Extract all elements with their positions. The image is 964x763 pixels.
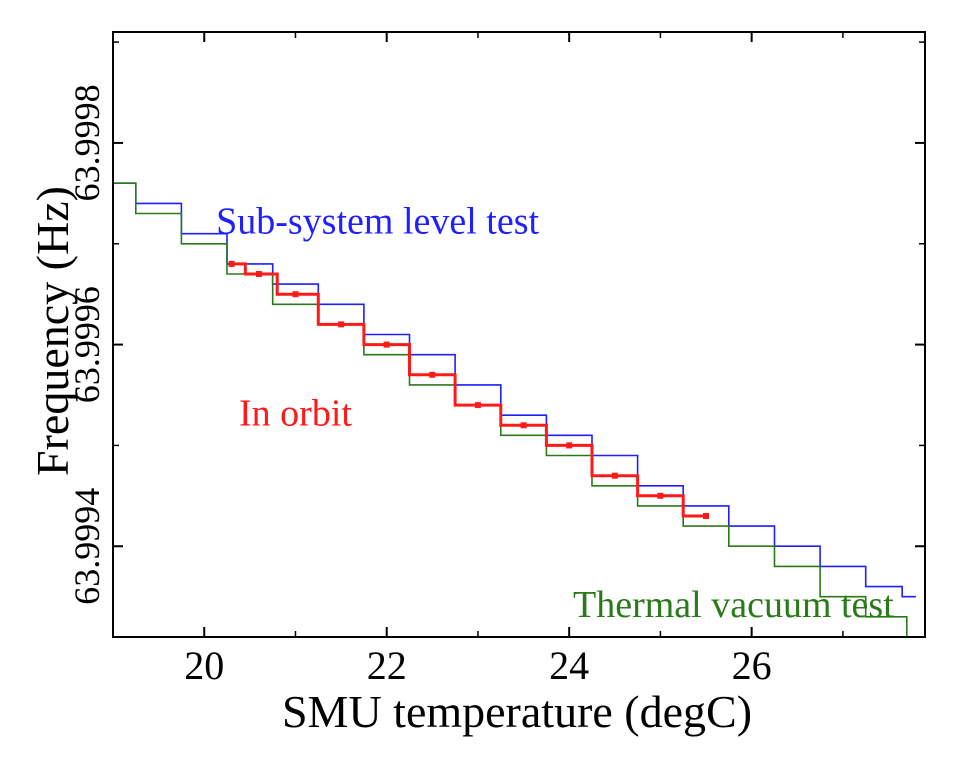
- orbit-point: [474, 402, 481, 409]
- orbit-point: [520, 422, 527, 429]
- tick-layer: 20 22 24 26 63.9994 63.9996 63.9998: [67, 32, 925, 688]
- x-tick-label: 24: [549, 643, 589, 688]
- series-annotation: Sub-system level test: [216, 201, 539, 243]
- orbit-point: [611, 472, 618, 479]
- orbit-point: [292, 291, 299, 298]
- series-annotation: Thermal vacuum test: [573, 584, 894, 626]
- orbit-point: [228, 260, 235, 267]
- y-tick-label: 63.9996: [67, 286, 107, 403]
- series-annotation: In orbit: [239, 392, 352, 434]
- orbit-point: [703, 513, 709, 519]
- y-tick-label: 63.9998: [67, 84, 107, 201]
- annotation-layer: Sub-system level test In orbit Thermal vac…: [216, 201, 894, 626]
- x-tick-label: 22: [367, 643, 407, 688]
- plot-frame: [112, 31, 926, 638]
- x-tick-label: 26: [732, 643, 772, 688]
- series-layer: [113, 182, 925, 638]
- orbit-point: [338, 321, 345, 328]
- y-tick-label: 63.9994: [67, 488, 107, 605]
- x-tick-label: 20: [184, 643, 224, 688]
- orbit-point: [429, 371, 436, 378]
- orbit-point: [657, 492, 664, 499]
- x-axis-label: SMU temperature (degC): [282, 686, 752, 737]
- y-axis-label: Frequency (Hz): [27, 186, 78, 476]
- series-line-2: [231, 262, 706, 518]
- orbit-point: [383, 341, 390, 348]
- series-line-0: [113, 182, 916, 598]
- orbit-point: [256, 271, 262, 277]
- orbit-point: [566, 442, 573, 449]
